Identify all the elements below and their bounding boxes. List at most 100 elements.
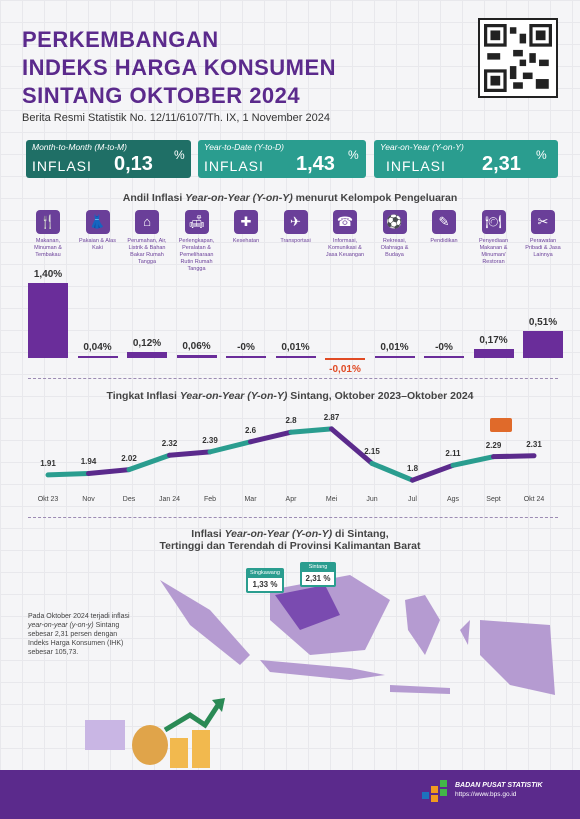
qr-code-icon[interactable] xyxy=(478,18,558,98)
category-label-9: Penyediaan Makanan & Minuman/ Restoran xyxy=(478,238,509,265)
card-mtm-word: INFLASI xyxy=(32,158,92,174)
bps-logo-icon xyxy=(422,780,447,802)
qr-pattern xyxy=(484,24,552,92)
line-point-label-0: 1.91 xyxy=(40,458,56,468)
line-segment-10 xyxy=(450,454,496,468)
line-month-12: Okt 24 xyxy=(523,496,545,503)
note-part-1: Pada Oktober 2024 terjadi inflasi xyxy=(28,613,130,620)
note-em: year-on-year (y-on-y) xyxy=(28,622,94,629)
category-icon-9: 🍽 xyxy=(481,210,506,234)
line-segment-5 xyxy=(248,429,294,445)
category-label-7: Rekreasi, Olahraga & Budaya xyxy=(380,238,409,258)
bar-9 xyxy=(473,348,514,358)
bubble-singkawang: Singkawang 1,33 % xyxy=(246,568,284,593)
line-segment-6 xyxy=(288,426,334,435)
note-part-2: Sintang sebesar 2,31 persen dengan Indek… xyxy=(28,622,124,656)
category-icon-0: 🍴 xyxy=(36,210,60,234)
card-ytd-word: INFLASI xyxy=(204,158,264,174)
title-line-1: PERKEMBANGAN xyxy=(22,27,219,52)
bar-7 xyxy=(374,356,415,358)
bar-label-10: 0,51% xyxy=(528,316,558,328)
footer xyxy=(0,770,580,819)
line-segment-3 xyxy=(167,449,213,458)
bubble-sintang-value: 2,31 % xyxy=(302,572,334,585)
bps-url[interactable]: https://www.bps.go.id xyxy=(455,791,517,798)
andil-title: Andil Inflasi Year-on-Year (Y-on-Y) menu… xyxy=(0,192,580,204)
line-point-label-1: 1.94 xyxy=(80,457,97,467)
category-label-5: Transportasi xyxy=(280,238,311,244)
line-month-9: Jul xyxy=(408,496,417,503)
card-mtm-unit: % xyxy=(174,148,185,162)
category-icon-5: ✈ xyxy=(283,210,308,234)
line-month-2: Des xyxy=(122,496,136,503)
bubble-singkawang-name: Singkawang xyxy=(250,570,280,576)
card-mtm-label: Month-to-Month (M-to-M) xyxy=(32,142,127,152)
category-icon-7: ⚽ xyxy=(382,210,407,234)
line-chart-title: Tingkat Inflasi Year-on-Year (Y-on-Y) Si… xyxy=(0,390,580,402)
category-label-3: Perlengkapan, Peralatan & Pemeliharaan R… xyxy=(178,238,215,272)
category-label-6: Informasi, Komunikasi & Jasa Keuangan xyxy=(325,238,365,258)
line-segment-4 xyxy=(207,439,253,455)
line-month-0: Okt 23 xyxy=(37,496,59,503)
card-mtm-value: 0,13 xyxy=(114,153,153,175)
card-yoy-unit: % xyxy=(536,148,547,162)
divider-1 xyxy=(28,378,558,379)
line-month-6: Apr xyxy=(285,496,297,503)
page-title: PERKEMBANGAN INDEKS HARGA KONSUMEN SINTA… xyxy=(22,26,336,110)
line-title-post: Sintang, Oktober 2023–Oktober 2024 xyxy=(287,390,474,402)
bps-brand[interactable]: BADAN PUSAT STATISTIK https://www.bps.go… xyxy=(455,782,543,798)
andil-title-post: menurut Kelompok Pengeluaran xyxy=(292,192,458,204)
line-point-label-11: 2.29 xyxy=(485,440,502,450)
subtitle: Berita Resmi Statistik No. 12/11/6107/Th… xyxy=(22,112,330,124)
line-month-10: Ags xyxy=(446,496,460,503)
title-line-2: INDEKS HARGA KONSUMEN xyxy=(22,55,337,80)
line-segment-11 xyxy=(491,453,537,460)
bar-8 xyxy=(424,356,464,358)
line-point-label-4: 2.39 xyxy=(202,435,218,445)
bar-label-8: -0% xyxy=(435,342,453,353)
map-title-em: Year-on-Year (Y-on-Y) xyxy=(224,528,333,540)
line-segment-9 xyxy=(410,462,456,483)
line-segment-2 xyxy=(126,452,172,473)
line-month-11: Sept xyxy=(486,496,501,503)
line-month-8: Jun xyxy=(366,496,378,503)
line-point-label-5: 2.6 xyxy=(244,425,257,435)
card-ytd-value: 1,43 xyxy=(296,153,335,175)
category-icon-6: ☎ xyxy=(333,210,357,234)
bar-label-2: 0,12% xyxy=(132,337,162,349)
bubble-sintang-name: Sintang xyxy=(308,564,328,570)
bar-4 xyxy=(226,356,266,358)
andil-title-pre: Andil Inflasi xyxy=(122,192,186,204)
bar-3 xyxy=(176,354,217,358)
card-yoy-value: 2,31 xyxy=(482,153,521,175)
category-label-2: Perumahan, Air, Listrik & Bahan Bakar Ru… xyxy=(127,238,167,265)
category-icon-10: ✂ xyxy=(531,210,555,234)
bar-6 xyxy=(325,358,365,360)
line-month-1: Nov xyxy=(82,496,95,503)
andil-title-em: Year-on-Year (Y-on-Y) xyxy=(185,192,293,204)
line-point-label-9: 1.8 xyxy=(406,464,419,474)
card-ytd-unit: % xyxy=(348,148,359,162)
line-point-label-7: 2.87 xyxy=(323,412,340,422)
truck-icon xyxy=(490,418,512,432)
card-yoy-label: Year-on-Year (Y-on-Y) xyxy=(380,142,464,152)
divider-2 xyxy=(28,517,558,518)
category-icon-3: 🛋 xyxy=(184,210,209,234)
category-label-10: Perawatan Pribadi & Jasa Lainnya xyxy=(525,238,561,258)
category-icon-8: ✎ xyxy=(432,210,456,234)
line-point-label-12: 2.31 xyxy=(526,439,542,449)
category-label-1: Pakaian & Alas Kaki xyxy=(79,238,116,251)
title-line-3: SINTANG OKTOBER 2024 xyxy=(22,83,301,108)
line-title-em: Year-on-Year (Y-on-Y) xyxy=(179,390,288,402)
bar-label-4: -0% xyxy=(237,342,255,353)
coins-illustration xyxy=(85,698,225,768)
bar-label-3: 0,06% xyxy=(182,340,211,352)
bar-0 xyxy=(28,283,68,358)
map-title: Inflasi Year-on-Year (Y-on-Y) di Sintang… xyxy=(0,528,580,552)
line-segment-8 xyxy=(369,460,415,483)
yoy-line-chart xyxy=(45,426,537,483)
category-label-8: Pendidikan xyxy=(430,238,458,244)
bubble-sintang: Sintang 2,31 % xyxy=(300,562,336,587)
line-title-pre: Tingkat Inflasi xyxy=(106,390,180,402)
